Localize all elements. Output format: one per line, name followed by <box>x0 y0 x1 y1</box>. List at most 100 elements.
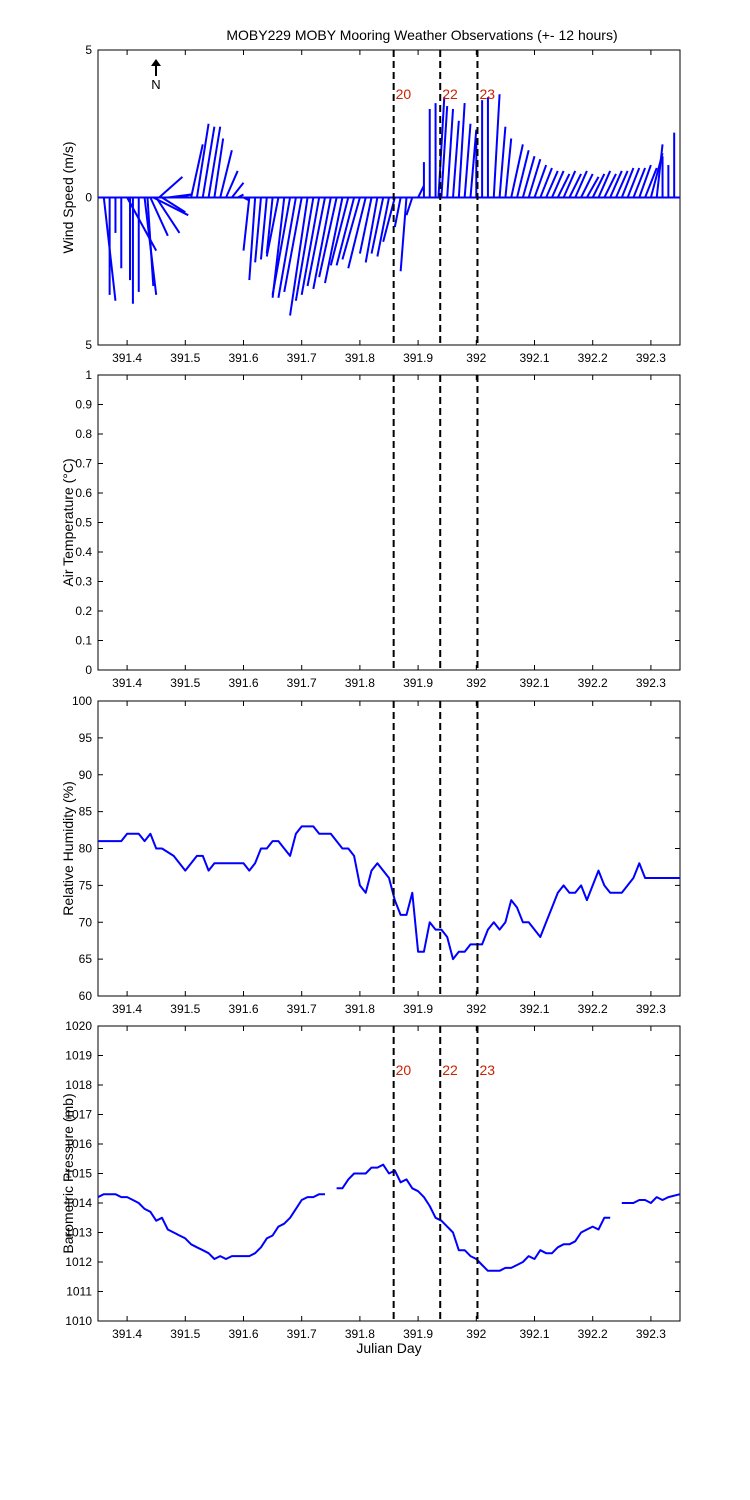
wind-vector <box>603 173 617 198</box>
wind-vector <box>155 196 181 234</box>
wind-vector <box>335 197 356 266</box>
y-tick-label: 1014 <box>65 1196 92 1210</box>
wind-vector <box>347 197 367 269</box>
wind-vector <box>190 144 204 198</box>
wind-vector <box>294 197 315 301</box>
y-tick-label: 0.2 <box>75 604 92 618</box>
x-tick-label: 391.9 <box>403 1002 433 1016</box>
y-tick-label: 80 <box>79 842 93 856</box>
series-line <box>97 1193 325 1260</box>
wind-vector <box>393 197 402 228</box>
wind-vector <box>341 197 361 260</box>
y-tick-label: 1017 <box>65 1108 92 1122</box>
wind-vector <box>289 197 309 316</box>
x-tick-label: 391.8 <box>345 676 375 690</box>
wind-vector <box>161 196 186 214</box>
y-tick-label: 85 <box>79 805 93 819</box>
x-tick-label: 391.4 <box>112 351 142 365</box>
x-tick-label: 391.7 <box>287 351 317 365</box>
x-tick-label: 391.4 <box>112 1002 142 1016</box>
x-tick-label: 392.1 <box>519 676 549 690</box>
y-tick-label: 1011 <box>66 1285 92 1299</box>
x-tick-label: 391.9 <box>403 351 433 365</box>
wind-vector <box>329 197 350 266</box>
wind-vector <box>556 173 571 198</box>
wind-vector <box>158 176 184 199</box>
wind-vector <box>219 150 233 198</box>
wind-vector <box>586 176 600 198</box>
wind-vector <box>440 105 449 198</box>
x-tick-label: 392 <box>466 1327 486 1341</box>
panel-wind: 391.4 391.5 391.6 391.7 391.8 391.9 392 392.1 39… <box>60 43 681 365</box>
wind-vector <box>615 170 629 198</box>
wind-vector <box>225 170 239 198</box>
y-tick-label: 0.6 <box>75 486 92 500</box>
x-tick-label: 391.8 <box>345 351 375 365</box>
y-tick-label: 100 <box>72 694 92 708</box>
wind-vector <box>324 197 344 284</box>
figure-title: MOBY229 MOBY Mooring Weather Observation… <box>226 27 617 43</box>
wind-vector <box>533 164 548 198</box>
panel-pressure: 391.4 391.5 391.6 391.7 391.8 391.9 392 392.1 39… <box>60 1019 681 1356</box>
wind-vector <box>504 138 513 198</box>
wind-vector <box>265 197 274 254</box>
y-tick-label: 1010 <box>65 1314 92 1328</box>
wind-vector <box>237 193 244 199</box>
wind-vector <box>312 197 332 290</box>
wind-vector <box>283 197 303 293</box>
x-tick-label: 392 <box>466 676 486 690</box>
wind-vector <box>632 167 647 198</box>
wind-vector <box>609 170 623 198</box>
wind-vector <box>545 170 559 198</box>
event-marker-label: 23 <box>479 1062 495 1078</box>
event-marker-label: 23 <box>479 86 495 102</box>
wind-vector <box>498 126 507 198</box>
wind-vector <box>463 123 472 198</box>
y-tick-label: 1019 <box>65 1049 92 1063</box>
wind-vector <box>551 170 565 198</box>
wind-vector <box>318 197 338 278</box>
wind-vector <box>580 173 594 198</box>
x-tick-label: 391.7 <box>287 1327 317 1341</box>
panel-airtemp: 391.4 391.5 391.6 391.7 391.8 391.9 392 392.1 39… <box>60 368 681 690</box>
wind-vector <box>254 197 262 263</box>
wind-vector <box>207 126 222 198</box>
event-marker-label: 22 <box>442 86 458 102</box>
wind-vector <box>620 167 635 198</box>
wind-vector <box>277 197 297 298</box>
y-tick-label: 1018 <box>65 1078 92 1092</box>
x-tick-label: 391.9 <box>403 1327 433 1341</box>
wind-vector <box>452 120 460 198</box>
y-tick-label: 75 <box>79 878 93 892</box>
y-axis-label: Relative Humidity (%) <box>60 781 76 916</box>
series-line <box>621 1193 681 1204</box>
wind-vector <box>516 150 530 198</box>
wind-vector <box>405 197 414 216</box>
x-tick-label: 391.6 <box>228 1327 258 1341</box>
wind-vector <box>644 167 658 198</box>
wind-vector <box>248 197 257 281</box>
wind-vector <box>146 197 155 287</box>
wind-vector <box>370 197 385 254</box>
wind-vector <box>399 197 408 272</box>
y-tick-label: 0 <box>85 663 92 677</box>
x-tick-label: 392.1 <box>519 351 549 365</box>
wind-vector <box>300 197 321 296</box>
y-tick-label: 65 <box>79 952 93 966</box>
x-tick-label: 391.7 <box>287 676 317 690</box>
wind-vector <box>201 126 216 198</box>
north-arrow-icon <box>151 59 161 76</box>
x-tick-label: 392.3 <box>636 1327 666 1341</box>
y-tick-label: 1012 <box>65 1255 92 1269</box>
wind-vector <box>358 197 373 254</box>
y-tick-label: 0.1 <box>75 634 92 648</box>
wind-vector <box>195 123 210 198</box>
series-line <box>336 1163 611 1272</box>
y-tick-label: 1013 <box>65 1226 92 1240</box>
north-label: N <box>151 77 160 92</box>
y-tick-label: 60 <box>79 989 93 1003</box>
x-tick-label: 392.3 <box>636 1002 666 1016</box>
wind-vector <box>510 144 524 198</box>
